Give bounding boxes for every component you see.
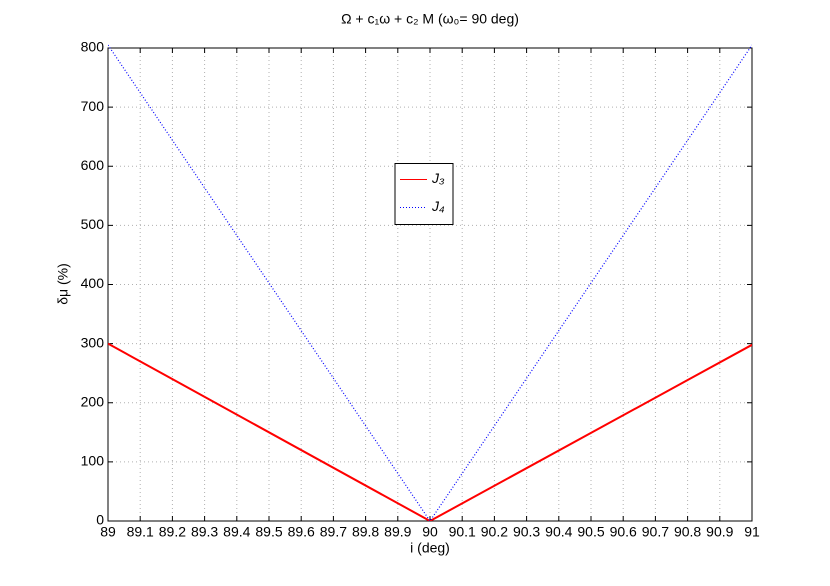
x-tick-label: 89.3 [191,524,218,540]
x-tick-label: 90.8 [674,524,701,540]
x-tick-label: 89.9 [384,524,411,540]
x-tick-label: 89.6 [288,524,315,540]
x-tick-label: 89.2 [159,524,186,540]
line-series [108,342,752,521]
x-tick-label: 90 [422,524,438,540]
y-tick-label: 400 [81,275,105,291]
y-tick-label: 0 [96,512,104,528]
x-tick-label: 90.1 [449,524,476,540]
x-tick-label: 90.3 [513,524,540,540]
chart-title: Ω + c₁ω + c₂ M (ω₀= 90 deg) [341,11,519,27]
legend-label: J₄ [431,198,445,214]
x-tick-label: 89.5 [255,524,282,540]
x-tick-label: 90.2 [481,524,508,540]
x-tick-label: 90.5 [577,524,604,540]
x-tick-label: 89.1 [127,524,154,540]
y-tick-label: 200 [81,393,105,409]
x-tick-label: 90.6 [610,524,637,540]
y-tick-label: 300 [81,334,105,350]
y-tick-label: 700 [81,98,105,114]
legend-label: J₃ [431,170,445,186]
x-axis-label: i (deg) [410,540,450,556]
x-tick-label: 90.7 [642,524,669,540]
x-tick-label: 90.9 [706,524,733,540]
line-series [108,44,752,521]
legend-box [394,163,454,225]
x-tick-label: 89 [100,524,116,540]
x-tick-label: 90.4 [545,524,572,540]
y-tick-label: 500 [81,216,105,232]
y-tick-label: 800 [81,39,105,55]
y-tick-label: 100 [81,453,105,469]
y-tick-label: 600 [81,157,105,173]
y-axis-label: δμ (%) [55,263,71,305]
x-tick-label: 89.7 [320,524,347,540]
x-tick-label: 89.8 [352,524,379,540]
x-tick-label: 89.4 [223,524,250,540]
x-tick-label: 91 [744,524,760,540]
